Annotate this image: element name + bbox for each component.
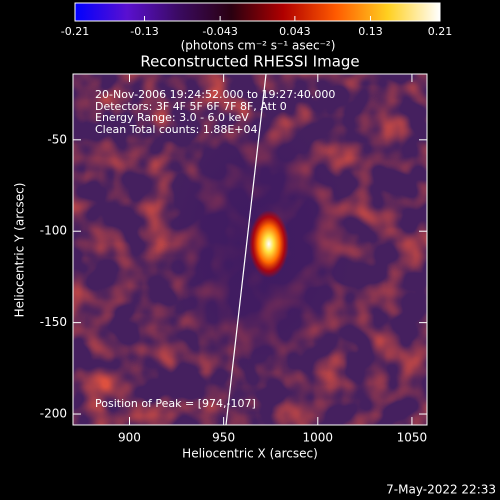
annotation: Clean Total counts: 1.88E+04 xyxy=(95,123,258,136)
colorbar-tick-label: 0.21 xyxy=(428,25,453,38)
x-tick-label: 1050 xyxy=(397,431,428,445)
x-axis-label: Heliocentric X (arcsec) xyxy=(182,447,318,461)
plot-frame xyxy=(72,73,428,426)
x-tick-label: 900 xyxy=(118,431,141,445)
colorbar-tick-label: -0.13 xyxy=(130,25,158,38)
x-tick-label: 950 xyxy=(212,431,235,445)
chart-title: Reconstructed RHESSI Image xyxy=(140,53,359,71)
y-tick-label: -100 xyxy=(40,224,67,238)
colorbar-tick-label: -0.043 xyxy=(202,25,237,38)
marks xyxy=(248,210,289,279)
peak-source xyxy=(248,210,289,279)
y-tick-label: -150 xyxy=(40,315,67,329)
annotation: Energy Range: 3.0 - 6.0 keV xyxy=(95,111,249,124)
x-tick-label: 1000 xyxy=(303,431,334,445)
y-tick-label: -200 xyxy=(40,407,67,421)
colorbar xyxy=(74,2,441,22)
solar-limb xyxy=(225,74,267,425)
colorbar-tick-label: 0.13 xyxy=(358,25,383,38)
colorbar-tick-label: -0.21 xyxy=(61,25,89,38)
y-tick-label: -50 xyxy=(47,132,67,146)
timestamp: 7-May-2022 22:33 xyxy=(386,483,496,497)
peak-label: Position of Peak = [974,-107] xyxy=(95,397,256,410)
colorbar-label: (photons cm⁻² s⁻¹ asec⁻²) xyxy=(181,39,336,53)
annotation: 20-Nov-2006 19:24:52.000 to 19:27:40.000 xyxy=(95,88,335,101)
y-axis-label: Heliocentric Y (arcsec) xyxy=(13,183,27,318)
annotation: Detectors: 3F 4F 5F 6F 7F 8F, Att 0 xyxy=(95,100,287,113)
colorbar-tick-label: 0.043 xyxy=(279,25,311,38)
